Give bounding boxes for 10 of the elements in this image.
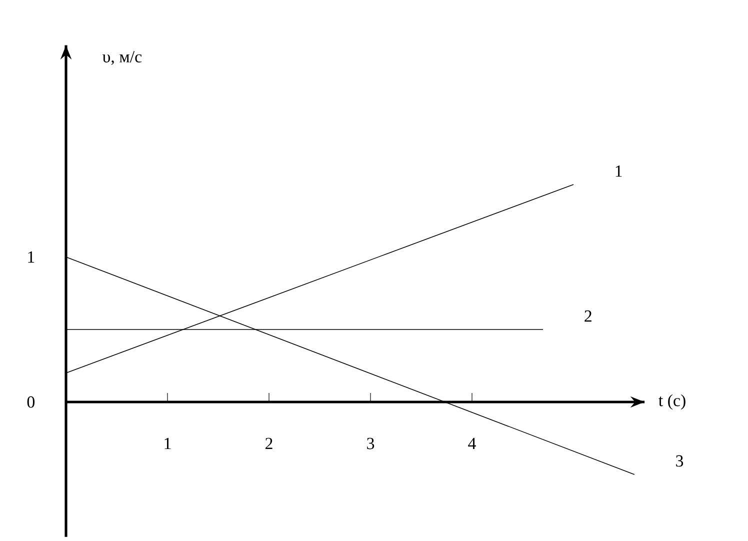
x-tick-label: 1: [164, 438, 171, 450]
text: 1: [616, 165, 622, 177]
text: 3: [676, 455, 684, 467]
x-axis-title: t (c): [658, 394, 686, 410]
x-tick-label: 4: [468, 438, 476, 449]
text: 2: [584, 310, 592, 322]
y-tick-label: 0: [27, 396, 35, 408]
x-tick-label: 2: [266, 438, 272, 450]
y-axis-title: υ, м/с: [102, 51, 142, 65]
x-tick-label: 3: [367, 438, 374, 450]
